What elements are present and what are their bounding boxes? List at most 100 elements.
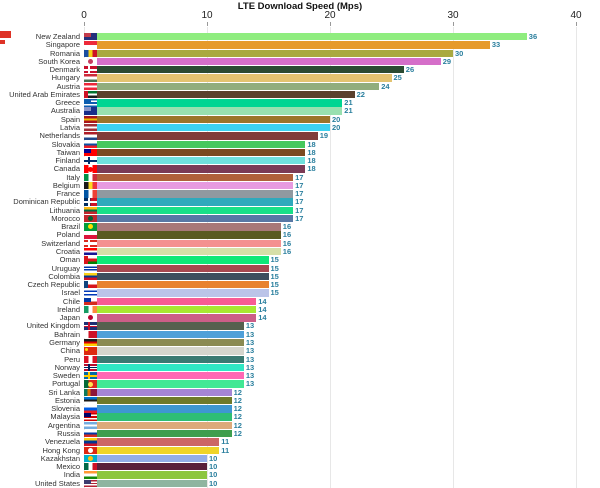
flag-overlay [88, 216, 93, 222]
flag-overlay [87, 239, 91, 248]
bar-value-label: 14 [258, 304, 267, 314]
bar-estonia [84, 396, 232, 405]
bar-poland [84, 231, 281, 239]
gridline [576, 27, 577, 488]
bar-value-label: 10 [209, 462, 218, 472]
bar-value-label: 11 [221, 445, 230, 455]
bar-new-zealand [84, 33, 527, 41]
bar-value-label: 13 [245, 321, 255, 331]
bar-row: Israel 15 [0, 289, 600, 297]
flag-icon-france [84, 190, 97, 198]
bar-row: United States 10 [0, 479, 600, 488]
bar-row: Ireland 14 [0, 304, 600, 314]
flag-icon-croatia [84, 248, 97, 256]
bar-value-label: 17 [295, 197, 304, 207]
bar-row: Greece 21 [0, 99, 600, 107]
bar-united-kingdom [84, 322, 244, 330]
flag-icon-netherlands [84, 132, 97, 140]
flag-icon-finland [84, 157, 97, 165]
flag-icon-venezuela [84, 438, 97, 446]
flag-icon-united-arab-emirates [84, 90, 97, 99]
bar-row: United Arab Emirates 22 [0, 89, 600, 99]
flag-overlay [88, 315, 93, 321]
bar-row: Hong Kong 11 [0, 445, 600, 455]
bar-value-label: 12 [233, 428, 242, 438]
flag-icon-israel [84, 289, 97, 297]
bar-mexico [84, 463, 207, 471]
bar-value-label: 21 [344, 106, 353, 116]
bar-row: China 13 [0, 347, 600, 355]
bar-row: Spain 20 [0, 115, 600, 124]
flag-icon-singapore [84, 41, 97, 49]
bar-norway [84, 363, 244, 372]
bar-croatia [84, 248, 281, 256]
bar-belgium [84, 181, 294, 190]
chart-title: LTE Download Speed (Mps) [237, 1, 363, 12]
flag-icon-romania [84, 49, 97, 57]
country-label: Slovenia [51, 404, 80, 414]
bar-greece [84, 99, 343, 107]
bar-value-label: 15 [270, 263, 279, 273]
country-label: Lithuania [49, 205, 80, 215]
flag-overlay [84, 281, 88, 289]
bar-value-label: 15 [270, 288, 279, 298]
flag-icon-latvia [84, 123, 97, 132]
bar-colombia [84, 272, 269, 281]
flag-icon-sri-lanka [84, 388, 97, 396]
bar-sri-lanka [84, 388, 232, 396]
bar-row: Malaysia 12 [0, 413, 600, 421]
country-label: Chile [62, 296, 80, 306]
flag-icon-greece [84, 99, 97, 107]
x-axis-tick-mark [330, 22, 331, 26]
bar-value-label: 13 [245, 362, 255, 372]
country-label: Bahrain [54, 329, 80, 339]
country-label: Hong Kong [42, 445, 80, 455]
screen-artifact [0, 31, 11, 38]
bar-row: France 17 [0, 190, 600, 198]
country-label: Uruguay [51, 263, 80, 273]
country-label: New Zealand [35, 32, 80, 41]
flag-overlay [84, 413, 91, 418]
screen-artifact [0, 40, 5, 44]
bar-finland [84, 157, 306, 165]
flag-overlay [88, 363, 90, 372]
country-label: United Arab Emirates [9, 89, 80, 99]
gridline [453, 27, 454, 488]
bar-argentina [84, 421, 232, 430]
bar-row: Norway 13 [0, 362, 600, 372]
bar-value-label: 17 [295, 213, 304, 223]
bar-value-label: 21 [344, 98, 353, 108]
bar-row: Portugal 13 [0, 380, 600, 388]
flag-icon-united-kingdom [84, 322, 97, 330]
bar-value-label: 29 [442, 56, 452, 66]
bar-row: Belgium 17 [0, 181, 600, 190]
bar-row: Argentina 12 [0, 421, 600, 430]
flag-icon-norway [84, 363, 97, 372]
flag-icon-united-states [84, 479, 97, 487]
flag-icon-mexico [84, 463, 97, 471]
bar-brazil [84, 223, 281, 231]
flag-icon-estonia [84, 396, 97, 405]
country-label: Portugal [52, 379, 80, 389]
flag-overlay [84, 297, 91, 302]
bar-row: Sri Lanka 12 [0, 388, 600, 397]
bar-row: Russia 12 [0, 428, 600, 438]
x-axis-tick-label: 20 [324, 10, 336, 21]
flag-icon-portugal [84, 380, 97, 388]
flag-icon-germany [84, 338, 97, 347]
country-label: Morocco [51, 213, 80, 223]
bar-italy [84, 173, 294, 181]
flag-icon-slovakia [84, 140, 97, 148]
bar-row: Italy 17 [0, 173, 600, 182]
flag-icon-italy [84, 173, 97, 181]
flag-icon-ireland [84, 305, 97, 314]
bar-row: Croatia 16 [0, 248, 600, 256]
country-label: Czech Republic [27, 280, 80, 290]
flag-overlay [84, 159, 97, 162]
country-label: Malaysia [50, 412, 80, 422]
bar-france [84, 190, 294, 198]
bar-australia [84, 107, 343, 115]
flag-icon-russia [84, 429, 97, 438]
bar-row: Bahrain 13 [0, 329, 600, 339]
bar-row: Lithuania 17 [0, 205, 600, 215]
